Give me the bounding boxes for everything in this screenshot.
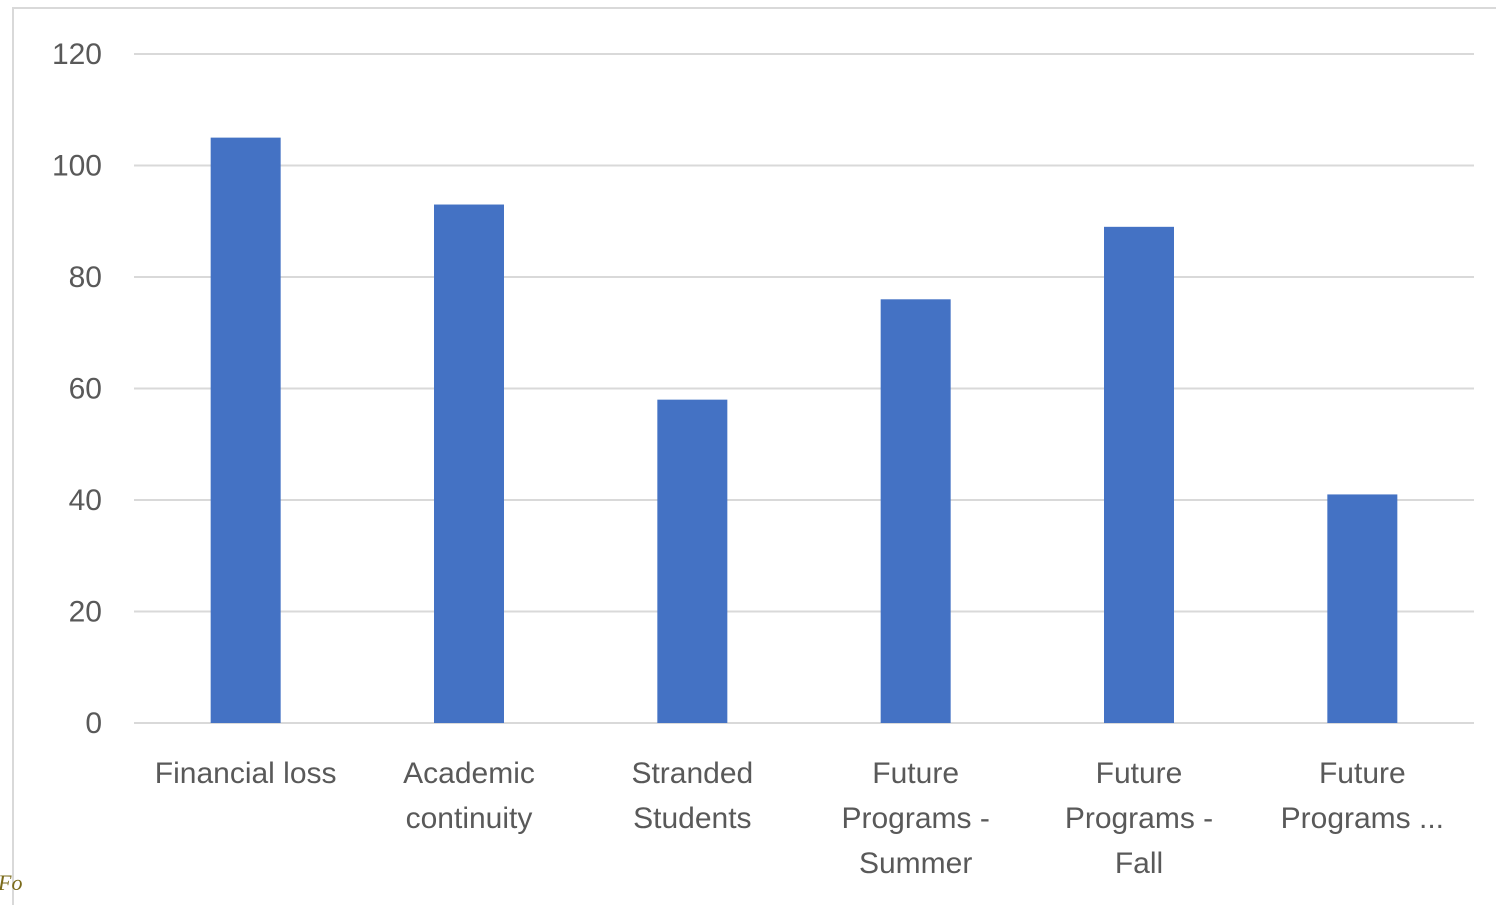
bar-3 [880, 299, 951, 723]
x-category-label-line: Programs - [1065, 802, 1213, 835]
x-category-label-line: Students [633, 802, 751, 835]
x-category-label: Future Programs ... [1281, 757, 1444, 835]
x-axis-category-labels: Financial loss Academic continuity Stranded… [155, 757, 1444, 880]
bar-0 [210, 137, 281, 723]
x-category-label: Future Programs - Summer [841, 757, 989, 880]
bar-1 [434, 204, 504, 723]
x-category-label-line: Programs - [841, 802, 989, 835]
y-tick-label: 60 [69, 373, 102, 406]
x-category-label-line: Academic [403, 757, 535, 790]
bar-5 [1327, 494, 1398, 723]
gridlines [134, 53, 1474, 724]
x-category-label-line: Future [1319, 757, 1406, 790]
x-category-label-line: Programs ... [1281, 802, 1444, 835]
bar-2 [657, 399, 728, 723]
x-category-label-line: Fall [1115, 847, 1163, 880]
x-category-label-line: Summer [859, 847, 972, 880]
y-tick-label: 120 [52, 38, 102, 71]
corner-text-fragment: Fo [0, 870, 23, 895]
bar-chart: 0 20 40 60 80 100 120 Financial loss Academic co… [52, 38, 1474, 880]
y-tick-label: 100 [52, 150, 102, 183]
x-category-label: Academic continuity [403, 757, 535, 835]
y-tick-label: 0 [85, 707, 102, 740]
chart-frame: 0 20 40 60 80 100 120 Financial loss Academic co… [12, 7, 1496, 905]
x-category-label-line: continuity [406, 802, 533, 835]
x-category-label-line: Future [872, 757, 959, 790]
bar-4 [1104, 226, 1174, 723]
y-tick-label: 20 [69, 596, 102, 629]
y-tick-label: 80 [69, 261, 102, 294]
y-tick-label: 40 [69, 484, 102, 517]
x-category-label: Future Programs - Fall [1065, 757, 1213, 880]
x-category-label-line: Stranded [631, 757, 753, 790]
x-category-label-line: Future [1096, 757, 1183, 790]
bars [210, 137, 1398, 723]
y-axis-tick-labels: 0 20 40 60 80 100 120 [52, 38, 102, 740]
x-category-label: Stranded Students [631, 757, 753, 835]
x-category-label: Financial loss [155, 757, 337, 790]
x-category-label-line: Financial loss [155, 757, 337, 790]
